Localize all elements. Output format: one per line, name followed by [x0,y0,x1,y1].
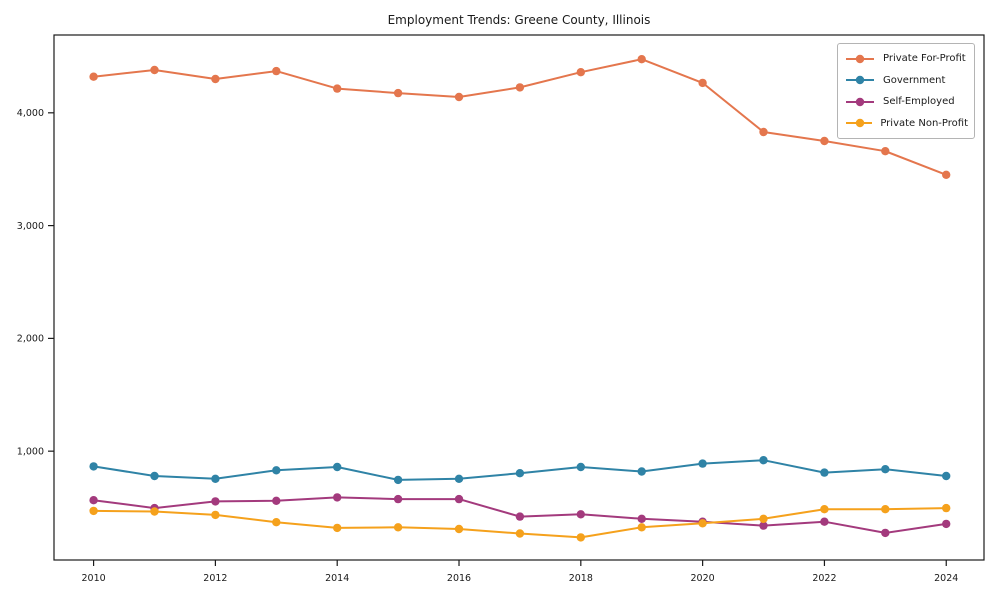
data-point-private-for-profit [942,170,951,179]
data-point-private-non-profit [454,524,464,534]
legend-item-label: Government [883,74,946,86]
data-point-government [393,475,403,485]
data-point-self-employed [211,497,220,506]
data-point-self-employed [454,494,464,504]
data-point-government [942,471,951,481]
legend-item-label: Private For-Profit [883,53,966,65]
data-point-government [211,474,220,483]
data-point-government [333,462,342,472]
data-point-private-non-profit [89,506,98,516]
x-axis-tick-label: 2020 [691,573,715,584]
data-point-self-employed [89,496,98,505]
data-point-self-employed [576,510,585,519]
data-point-government [272,466,281,475]
data-point-government [150,471,159,481]
data-point-self-employed [637,514,646,523]
data-point-private-for-profit [89,72,98,81]
legend-item-private-non-profit: Private Non-Profit [845,113,968,135]
data-point-self-employed [759,521,768,530]
data-point-private-for-profit [393,88,403,98]
x-axis-tick-label: 2014 [325,573,349,584]
data-point-private-for-profit [272,66,281,76]
data-point-private-for-profit [576,68,585,77]
data-point-private-for-profit [637,55,646,64]
data-point-private-non-profit [637,523,646,532]
data-point-private-for-profit [150,65,159,75]
data-point-private-for-profit [759,127,768,137]
legend-item-label: Private Non-Profit [880,117,968,129]
data-point-self-employed [393,494,403,504]
data-point-private-non-profit [881,505,890,514]
data-point-government [89,462,98,471]
legend: Private For-Profit Government Self-Employe… [837,43,975,139]
legend-line-marker-icon [846,97,874,106]
x-axis-tick-label: 2024 [934,573,958,584]
x-axis-tick-label: 2022 [812,573,836,584]
data-point-government [637,467,646,476]
data-point-private-non-profit [515,529,525,538]
data-point-government [515,469,525,478]
data-point-government [698,459,707,468]
y-axis-tick-label: 4,000 [17,108,44,119]
legend-line-marker-icon [846,54,874,63]
data-point-private-for-profit [881,147,890,156]
x-axis-tick-label: 2018 [569,573,593,584]
data-point-private-non-profit [759,514,768,523]
data-point-private-non-profit [576,533,585,542]
data-point-self-employed [333,493,342,502]
data-point-private-non-profit [272,518,281,527]
data-point-private-for-profit [333,84,342,93]
legend-item-label: Self-Employed [883,96,955,108]
data-point-private-for-profit [515,83,525,92]
data-point-self-employed [942,519,951,529]
legend-line-marker-icon [846,76,874,85]
data-point-government [820,468,829,477]
data-point-government [454,474,464,483]
data-point-private-for-profit [211,74,220,84]
chart-title: Employment Trends: Greene County, Illino… [387,13,651,27]
data-point-private-non-profit [698,519,707,528]
data-point-self-employed [820,517,829,526]
data-point-government [881,465,890,474]
data-point-private-non-profit [942,503,951,513]
x-axis-tick-label: 2012 [203,573,227,584]
legend-item-government: Government [845,70,968,92]
data-point-private-non-profit [211,510,220,520]
y-axis-tick-label: 2,000 [17,334,44,345]
plot-border [53,34,985,561]
legend-item-private-for-profit: Private For-Profit [845,48,968,70]
data-point-private-for-profit [454,92,464,102]
data-point-private-non-profit [150,507,159,516]
y-axis-tick-label: 3,000 [17,221,44,232]
y-axis-tick-label: 1,000 [17,446,44,457]
data-point-self-employed [881,528,890,538]
data-point-private-non-profit [333,523,342,533]
data-point-private-for-profit [820,136,829,146]
data-point-private-non-profit [820,505,829,514]
legend-item-self-employed: Self-Employed [845,91,968,113]
x-axis-tick-label: 2016 [447,573,471,584]
x-axis-tick-label: 2010 [81,573,105,584]
data-point-government [759,456,768,465]
data-point-private-non-profit [393,523,403,532]
data-point-private-for-profit [698,78,707,88]
data-point-self-employed [272,496,281,505]
series-line-private-for-profit [92,58,948,176]
data-point-self-employed [515,512,525,521]
data-point-government [576,462,585,472]
legend-line-marker-icon [846,119,873,128]
